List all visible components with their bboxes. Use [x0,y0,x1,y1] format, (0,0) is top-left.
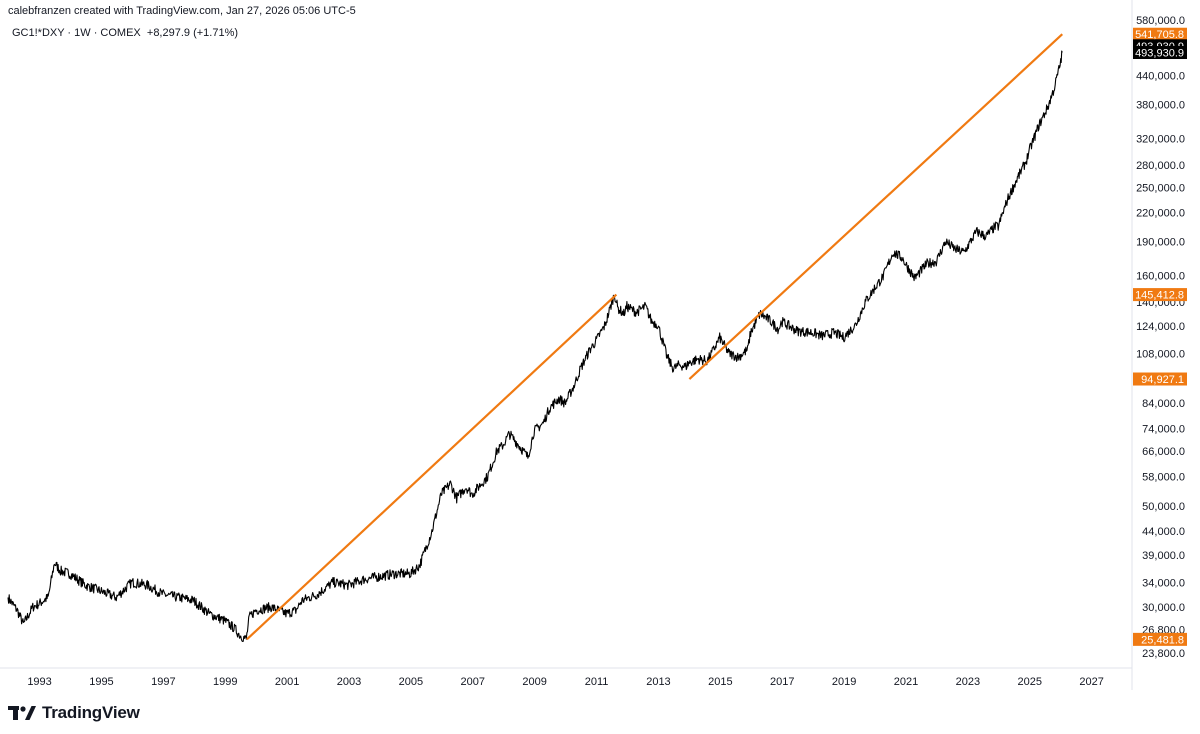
x-tick-label: 2009 [522,676,546,688]
price-badge: 145,412.8 [1133,288,1187,302]
y-tick-label: 220,000.0 [1136,208,1185,220]
x-tick-label: 2007 [461,676,485,688]
y-tick-label: 44,000.0 [1142,526,1185,538]
y-tick-label: 320,000.0 [1136,133,1185,145]
x-tick-label: 2001 [275,676,299,688]
symbol-name[interactable]: GC1!*DXY · 1W · COMEX [12,27,141,39]
price-badge-bg [1133,372,1187,386]
y-tick-label: 66,000.0 [1142,446,1185,458]
price-change: +8,297.9 (+1.71%) [146,27,239,39]
trendlines-group [246,33,1064,641]
x-tick-label: 2021 [894,676,918,688]
price-chart[interactable]: 23,800.026,800.030,000.034,000.039,000.0… [0,0,1200,700]
y-tick-label: 39,000.0 [1142,550,1185,562]
x-tick-label: 1993 [27,676,51,688]
x-tick-label: 2003 [337,676,361,688]
y-tick-label: 124,000.0 [1136,321,1185,333]
trend-line-2[interactable] [688,33,1064,380]
x-tick-label: 2013 [646,676,670,688]
y-tick-label: 84,000.0 [1142,398,1185,410]
y-tick-label: 190,000.0 [1136,237,1185,249]
trend-line-1[interactable] [246,293,618,641]
x-tick-label: 2023 [956,676,980,688]
x-tick-label: 2019 [832,676,856,688]
y-tick-label: 440,000.0 [1136,70,1185,82]
price-badge-label: 541,705.8 [1135,29,1184,41]
x-tick-label: 2025 [1018,676,1042,688]
price-badge-bg [1133,632,1187,646]
tradingview-logo-icon [8,706,36,720]
series-group [7,50,1063,642]
y-tick-label: 74,000.0 [1142,423,1185,435]
x-tick-label: 1999 [213,676,237,688]
y-tick-label: 250,000.0 [1136,182,1185,194]
price-badge: 493,930.9 [1133,46,1187,60]
footer-brand: TradingView [8,703,140,723]
price-badge: 94,927.1 [1133,372,1187,386]
axes-group: 23,800.026,800.030,000.034,000.039,000.0… [0,0,1185,690]
x-tick-label: 2011 [585,676,609,688]
x-tick-label: 2017 [770,676,794,688]
x-tick-label: 2015 [708,676,732,688]
y-tick-label: 160,000.0 [1136,271,1185,283]
x-tick-label: 1995 [89,676,113,688]
x-tick-label: 2005 [399,676,423,688]
symbol-legend: GC1!*DXY · 1W · COMEX +8,297.9 (+1.71%) [12,27,238,39]
price-badge-label: 145,412.8 [1135,290,1184,302]
price-badge-bg [1133,288,1187,302]
y-tick-label: 23,800.0 [1142,648,1185,660]
price-badge-bg [1133,27,1187,41]
price-badge-bg [1133,46,1187,60]
y-tick-label: 30,000.0 [1142,602,1185,614]
chart-credit: calebfranzen created with TradingView.co… [8,5,356,17]
price-badge-label: 493,930.9 [1135,48,1184,60]
price-series-line [7,50,1063,642]
y-tick-label: 50,000.0 [1142,501,1185,513]
x-tick-label: 1997 [151,676,175,688]
y-tick-label: 108,000.0 [1136,348,1185,360]
price-badge: 541,705.8 [1133,27,1187,41]
price-badge-label: 94,927.1 [1141,374,1184,386]
price-badge-label: 25,481.8 [1141,634,1184,646]
y-tick-label: 280,000.0 [1136,160,1185,172]
y-tick-label-top: 580,000.0 [1136,15,1185,27]
x-tick-label: 2027 [1079,676,1103,688]
brand-name: TradingView [42,703,140,722]
y-tick-label: 34,000.0 [1142,577,1185,589]
price-badges-group: 541,705.8493,930.9493,930.9145,412.894,9… [1133,27,1187,646]
y-tick-label: 380,000.0 [1136,99,1185,111]
y-tick-label: 58,000.0 [1142,472,1185,484]
price-badge: 25,481.8 [1133,632,1187,646]
